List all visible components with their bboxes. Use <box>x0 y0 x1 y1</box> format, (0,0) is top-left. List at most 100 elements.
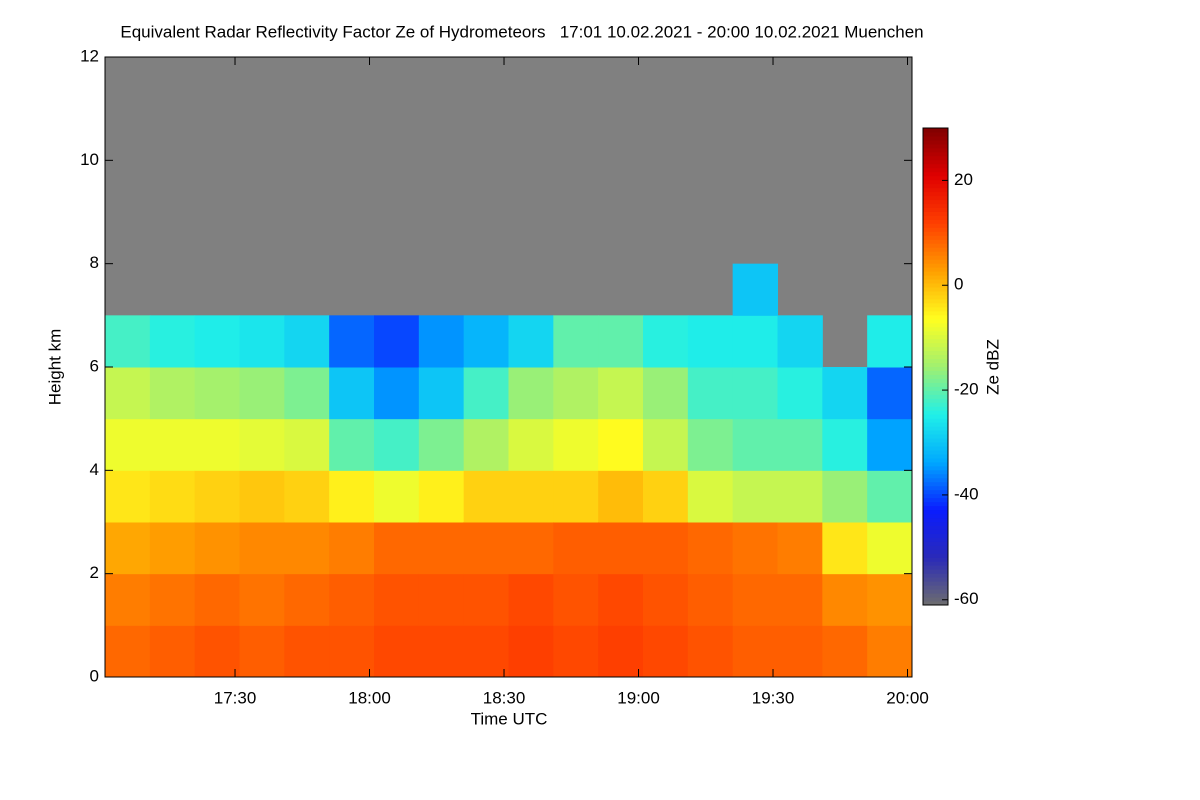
colorbar-swatch <box>923 135 948 141</box>
colorbar-swatch <box>923 386 948 391</box>
heatmap-cell <box>867 573 913 626</box>
heatmap-cell <box>105 573 151 626</box>
heatmap-cell <box>687 573 734 626</box>
colorbar-swatch <box>923 334 948 340</box>
heatmap-cell <box>553 625 599 678</box>
colorbar-swatch <box>923 279 948 284</box>
heatmap-cell <box>105 470 151 523</box>
heatmap-cell <box>777 315 823 368</box>
y-tick-label: 0 <box>90 666 99 685</box>
colorbar-tick-label: 0 <box>954 275 963 294</box>
colorbar-swatch <box>923 195 948 201</box>
colorbar-swatch <box>923 139 948 145</box>
colorbar-swatch <box>923 179 948 185</box>
colorbar-swatch <box>923 561 948 566</box>
heatmap-cell <box>732 263 778 316</box>
x-tick-label: 18:30 <box>483 688 526 707</box>
colorbar-tick-label: -20 <box>954 380 979 399</box>
colorbar-swatch <box>923 306 948 312</box>
heatmap-cell <box>149 470 196 523</box>
colorbar-swatch <box>923 219 948 224</box>
heatmap-cell <box>418 573 465 626</box>
colorbar-swatch <box>923 477 948 483</box>
colorbar-tick-label: -60 <box>954 589 979 608</box>
heatmap-cell <box>463 470 509 523</box>
heatmap-cell <box>374 573 420 626</box>
y-tick-label: 6 <box>90 356 99 375</box>
colorbar-swatch <box>923 342 948 348</box>
heatmap-cell <box>598 625 644 678</box>
heatmap-cell <box>105 625 151 678</box>
colorbar-swatch <box>923 461 948 467</box>
heatmap-cell <box>149 315 196 368</box>
colorbar-swatch <box>923 255 948 260</box>
heatmap-cell <box>867 315 913 368</box>
colorbar-swatch <box>923 155 948 161</box>
heatmap-cell <box>239 470 285 523</box>
x-tick-label: 19:30 <box>752 688 795 707</box>
colorbar-swatch <box>923 573 948 578</box>
colorbar-swatch <box>923 585 948 590</box>
colorbar-swatch <box>923 517 948 523</box>
heatmap-cell <box>105 367 151 420</box>
x-tick-label: 17:30 <box>214 688 257 707</box>
colorbar-swatch <box>923 489 948 495</box>
heatmap-cell <box>687 625 734 678</box>
heatmap-cell <box>643 625 689 678</box>
colorbar-swatch <box>923 449 948 455</box>
colorbar-swatch <box>923 227 948 232</box>
heatmap-cell <box>284 418 330 471</box>
colorbar-swatch <box>923 175 948 181</box>
heatmap-cell <box>553 418 599 471</box>
heatmap-cell <box>822 573 868 626</box>
colorbar-swatch <box>923 434 948 439</box>
colorbar-swatch <box>923 402 948 407</box>
colorbar-swatch <box>923 167 948 173</box>
heatmap-cell <box>867 367 913 420</box>
colorbar-swatch <box>923 533 948 538</box>
colorbar-swatch <box>923 271 948 276</box>
heatmap-cell <box>553 522 599 575</box>
colorbar-swatch <box>923 294 948 300</box>
heatmap-cell <box>418 470 465 523</box>
colorbar-swatch <box>923 191 948 197</box>
heatmap-cell <box>194 522 240 575</box>
heatmap-cell <box>867 418 913 471</box>
heatmap-cell <box>598 418 644 471</box>
colorbar-swatch <box>923 382 948 387</box>
heatmap-cell <box>777 418 823 471</box>
colorbar-swatch <box>923 457 948 463</box>
colorbar-swatch <box>923 581 948 586</box>
colorbar-swatch <box>923 529 948 534</box>
colorbar-swatch <box>923 426 948 431</box>
heatmap-cell <box>284 573 330 626</box>
heatmap-cell <box>643 470 689 523</box>
colorbar-swatch <box>923 151 948 157</box>
colorbar-swatch <box>923 553 948 558</box>
heatmap-cell <box>687 522 734 575</box>
colorbar-swatch <box>923 298 948 304</box>
heatmap-cell <box>643 522 689 575</box>
colorbar-swatch <box>923 290 948 296</box>
heatmap-cell <box>374 522 420 575</box>
heatmap-cell <box>149 367 196 420</box>
heatmap-cell <box>194 625 240 678</box>
colorbar-swatch <box>923 497 948 503</box>
colorbar-swatch <box>923 438 948 443</box>
colorbar-swatch <box>923 565 948 570</box>
colorbar-swatch <box>923 259 948 264</box>
heatmap-cell <box>239 573 285 626</box>
y-tick-label: 10 <box>80 150 99 169</box>
heatmap-cell <box>374 418 420 471</box>
y-tick-label: 2 <box>90 563 99 582</box>
colorbar-swatch <box>923 128 948 133</box>
heatmap-cell <box>732 522 778 575</box>
heatmap-cell <box>329 367 375 420</box>
heatmap-cell <box>598 315 644 368</box>
colorbar-swatch <box>923 593 948 598</box>
heatmap-cell <box>418 625 465 678</box>
heatmap-cell <box>732 418 778 471</box>
colorbar-swatch <box>923 287 948 292</box>
heatmap-cell <box>598 522 644 575</box>
